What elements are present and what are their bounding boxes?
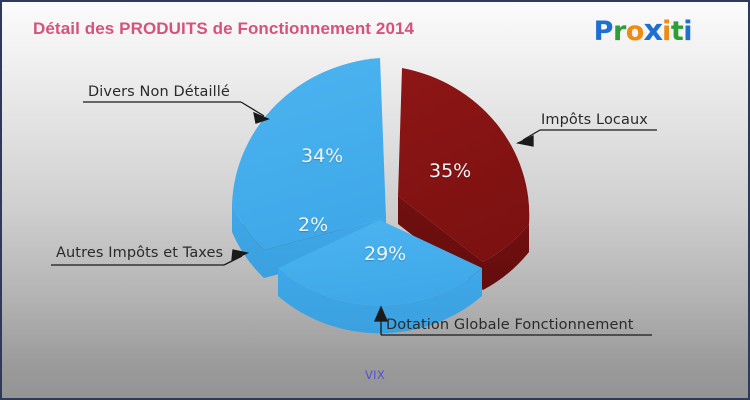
page-title: Détail des PRODUITS de Fonctionnement 20… xyxy=(33,19,415,38)
logo-letter-i1: i xyxy=(662,16,671,47)
pie-slice-dotation-globale-fonctionnement[interactable] xyxy=(278,220,482,334)
callout-label-autres-impots-et-taxes[interactable]: Autres Impôts et Taxes xyxy=(56,245,224,261)
logo-letter-i2: i xyxy=(683,16,692,47)
footer-label: VIX xyxy=(364,368,386,382)
logo-letter-x: x xyxy=(643,13,663,47)
callout-label-divers-non-detaille[interactable]: Divers Non Détaillé xyxy=(88,84,230,100)
proxiti-logo[interactable]: Proxiti xyxy=(593,13,693,47)
leader-impots xyxy=(515,129,657,147)
callout-label-dotation-globale-fonctionnement[interactable]: Dotation Globale Fonctionnement xyxy=(386,317,634,333)
logo-letter-r: r xyxy=(612,16,626,47)
footer-source: VIX xyxy=(2,368,748,382)
pie-svg xyxy=(232,58,530,334)
pie-chart xyxy=(230,56,530,334)
logo-letter-p: P xyxy=(593,16,614,47)
logo-letter-o: o xyxy=(625,16,645,47)
callout-label-impots-locaux[interactable]: Impôts Locaux xyxy=(541,112,648,128)
logo-letter-t: t xyxy=(670,16,684,47)
